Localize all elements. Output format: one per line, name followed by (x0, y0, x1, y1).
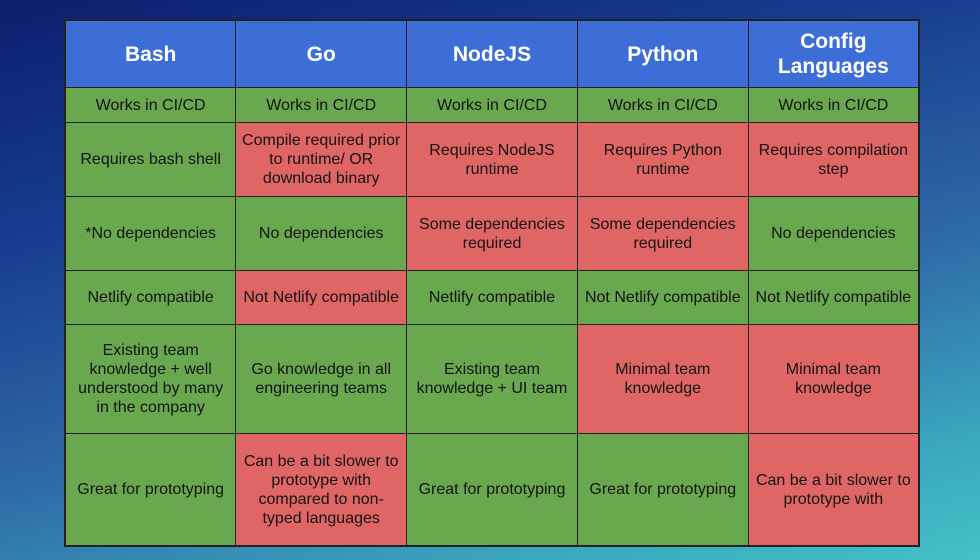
table-cell: Works in CI/CD (747, 87, 920, 123)
table-row: Netlify compatible Not Netlify compatibl… (64, 270, 920, 325)
column-header-bash: Bash (64, 19, 237, 88)
table-cell: Requires Python runtime (576, 122, 749, 197)
table-cell: Can be a bit slower to prototype with co… (235, 433, 408, 547)
table-cell: Compile required prior to runtime/ OR do… (235, 122, 408, 197)
table-cell: Some dependencies required (576, 196, 749, 271)
table-cell: Requires bash shell (64, 122, 237, 197)
table-cell: Not Netlify compatible (576, 270, 749, 325)
table-cell: No dependencies (747, 196, 920, 271)
column-header-python: Python (576, 19, 749, 88)
comparison-table-container: Bash Go NodeJS Python Config Languages W… (64, 19, 920, 547)
table-cell: Great for prototyping (64, 433, 237, 547)
table-row: Requires bash shell Compile required pri… (64, 122, 920, 197)
table-cell: Can be a bit slower to prototype with (747, 433, 920, 547)
table-row: *No dependencies No dependencies Some de… (64, 196, 920, 271)
table-cell: No dependencies (235, 196, 408, 271)
header-row: Bash Go NodeJS Python Config Languages (64, 19, 920, 88)
table-cell: Not Netlify compatible (747, 270, 920, 325)
table-cell: Works in CI/CD (64, 87, 237, 123)
table-cell: Requires compilation step (747, 122, 920, 197)
table-cell: Go knowledge in all engineering teams (235, 324, 408, 434)
table-cell: Netlify compatible (64, 270, 237, 325)
table-cell: Works in CI/CD (576, 87, 749, 123)
table-row: Works in CI/CD Works in CI/CD Works in C… (64, 87, 920, 123)
table-cell: Minimal team knowledge (576, 324, 749, 434)
comparison-table: Bash Go NodeJS Python Config Languages W… (64, 19, 920, 547)
column-header-nodejs: NodeJS (406, 19, 578, 88)
column-header-go: Go (235, 19, 408, 88)
table-cell: Some dependencies required (406, 196, 578, 271)
table-cell: Existing team knowledge + UI team (406, 324, 578, 434)
table-row: Existing team knowledge + well understoo… (64, 324, 920, 434)
table-cell: Great for prototyping (406, 433, 578, 547)
table-cell: *No dependencies (64, 196, 237, 271)
table-cell: Requires NodeJS runtime (406, 122, 578, 197)
table-cell: Not Netlify compatible (235, 270, 408, 325)
table-cell: Netlify compatible (406, 270, 578, 325)
table-cell: Existing team knowledge + well understoo… (64, 324, 237, 434)
table-cell: Works in CI/CD (406, 87, 578, 123)
column-header-config-languages: Config Languages (747, 19, 920, 88)
table-cell: Great for prototyping (576, 433, 749, 547)
table-cell: Minimal team knowledge (747, 324, 920, 434)
table-cell: Works in CI/CD (235, 87, 408, 123)
table-row: Great for prototyping Can be a bit slowe… (64, 433, 920, 547)
